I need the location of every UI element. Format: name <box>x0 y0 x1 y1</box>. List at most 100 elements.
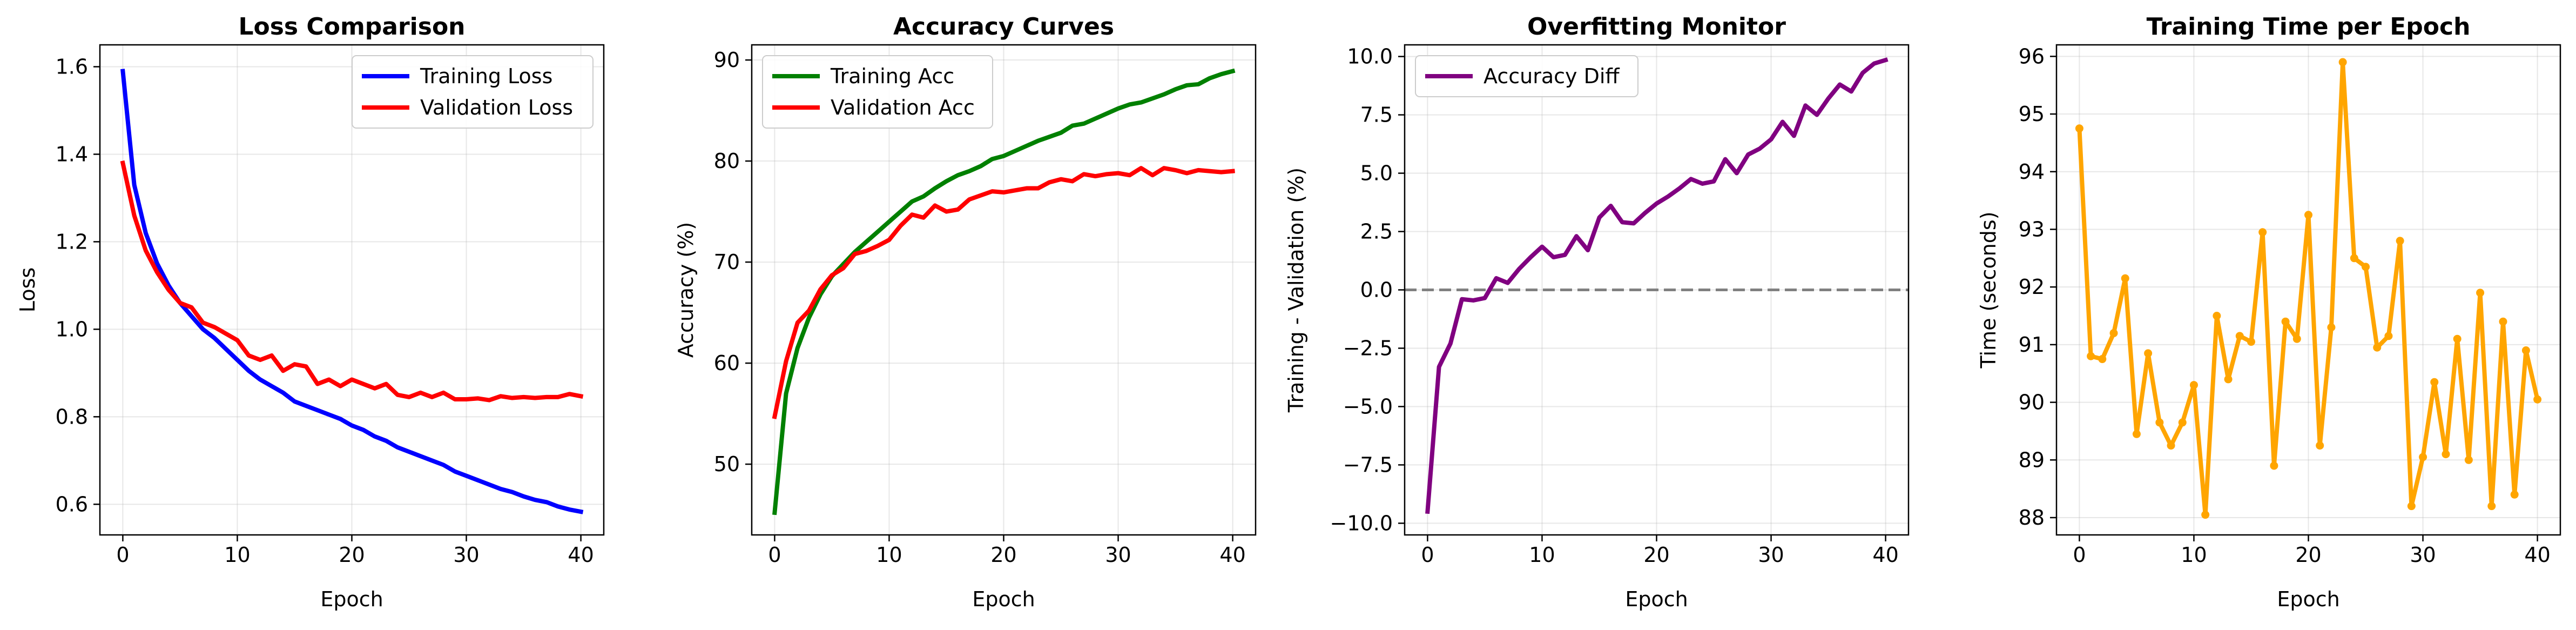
x-tick-label: 20 <box>990 543 1016 567</box>
legend-label: Accuracy Diff <box>1483 64 1620 88</box>
y-tick-label: 60 <box>714 351 740 375</box>
data-point <box>2281 317 2290 326</box>
series-line <box>120 160 584 403</box>
data-point <box>2087 352 2095 360</box>
y-tick-label: 90 <box>714 48 740 72</box>
data-point <box>2430 378 2439 386</box>
legend-box <box>762 55 993 129</box>
y-tick-label: 91 <box>2019 333 2045 357</box>
y-tick-label: −10.0 <box>1330 511 1393 535</box>
series-line <box>772 166 1235 419</box>
y-tick-label: 94 <box>2019 160 2045 184</box>
legend: Training Loss Validation Loss <box>352 55 594 129</box>
chart-title: Overfitting Monitor <box>1527 13 1786 41</box>
x-tick-label: 30 <box>1105 543 1131 567</box>
x-tick-label: 30 <box>2410 543 2436 567</box>
x-axis-label: Epoch <box>972 587 1035 611</box>
data-point <box>2270 461 2278 470</box>
x-tick-label: 40 <box>1872 543 1898 567</box>
y-tick-label: 1.4 <box>56 142 88 166</box>
data-point <box>2201 511 2210 519</box>
data-point <box>2167 441 2175 450</box>
data-point <box>2396 237 2404 245</box>
y-tick-label: 96 <box>2019 44 2045 68</box>
x-tick-label: 20 <box>2295 543 2321 567</box>
y-tick-label: −7.5 <box>1343 453 1393 477</box>
y-tick-label: 70 <box>714 250 740 274</box>
y-tick-label: 88 <box>2019 506 2045 530</box>
data-point <box>2442 450 2450 459</box>
data-point <box>2453 334 2462 343</box>
y-tick-label: 92 <box>2019 275 2045 299</box>
data-point <box>2407 502 2416 511</box>
y-axis-label: Loss <box>16 267 39 312</box>
legend-label: Training Acc <box>830 64 954 88</box>
chart-title: Loss Comparison <box>238 13 465 41</box>
data-point <box>2121 274 2129 283</box>
x-tick-label: 10 <box>1529 543 1555 567</box>
y-tick-label: 1.0 <box>56 317 88 341</box>
legend-label: Validation Loss <box>420 96 573 119</box>
data-point <box>2224 375 2233 384</box>
data-point <box>2109 329 2118 338</box>
y-tick-label: 1.2 <box>56 230 88 253</box>
x-tick-label: 10 <box>224 543 250 567</box>
data-point <box>2487 502 2496 511</box>
data-point <box>2327 323 2336 332</box>
data-point <box>2178 418 2187 427</box>
data-point <box>2258 228 2267 237</box>
data-point <box>2213 312 2221 320</box>
legend-label: Validation Acc <box>831 96 975 119</box>
x-tick-label: 40 <box>568 543 594 567</box>
data-point <box>2155 418 2164 427</box>
y-tick-label: 89 <box>2019 448 2045 472</box>
y-tick-label: 0.8 <box>56 405 88 428</box>
x-tick-label: 0 <box>1421 543 1434 567</box>
legend: Accuracy Diff <box>1415 55 1638 97</box>
x-axis-label: Epoch <box>320 587 383 611</box>
x-tick-label: 30 <box>1758 543 1784 567</box>
data-point <box>2304 211 2312 219</box>
data-point <box>2464 455 2473 464</box>
y-tick-label: −5.0 <box>1343 394 1393 418</box>
y-axis-label: Time (seconds) <box>1977 211 2000 368</box>
legend: Training Acc Validation Acc <box>762 55 993 129</box>
data-point <box>2476 289 2485 297</box>
data-point <box>2189 381 2198 390</box>
chart-panel: 0 10 20 30 40 50 60 70 80 90 Accuracy Curves Epoch A… <box>674 13 1257 611</box>
data-point <box>2384 332 2393 340</box>
data-point <box>2144 349 2153 358</box>
chart-panel: 0 10 20 30 40 0.6 0.8 1.0 1.2 1.4 1.6 Loss Comparis… <box>16 13 605 611</box>
y-axis-label: Training - Validation (%) <box>1284 167 1308 413</box>
x-tick-label: 30 <box>453 543 479 567</box>
y-tick-label: 5.0 <box>1360 162 1393 185</box>
data-point <box>2292 334 2301 343</box>
x-tick-label: 40 <box>1219 543 1245 567</box>
data-point <box>2338 58 2347 66</box>
data-point <box>2362 263 2370 271</box>
x-tick-label: 10 <box>876 543 902 567</box>
y-tick-label: 93 <box>2019 217 2045 241</box>
data-point <box>2510 490 2519 499</box>
y-tick-label: −2.5 <box>1343 336 1393 360</box>
x-tick-label: 0 <box>2073 543 2086 567</box>
legend-label: Training Loss <box>420 64 552 88</box>
data-point <box>2316 441 2324 450</box>
chart-title: Accuracy Curves <box>893 13 1114 41</box>
chart-panel: 0 10 20 30 40 −10.0 −7.5 −5.0 −2.5 0.0 2.5 5.0 7.5 10… <box>1284 13 1910 611</box>
y-tick-label: 1.6 <box>56 55 88 78</box>
y-tick-label: 0.6 <box>56 492 88 516</box>
y-tick-label: 50 <box>714 452 740 476</box>
data-point <box>2132 430 2141 438</box>
x-tick-label: 20 <box>1643 543 1669 567</box>
x-axis-label: Epoch <box>1625 587 1688 611</box>
x-tick-label: 0 <box>768 543 781 567</box>
x-tick-label: 0 <box>116 543 129 567</box>
data-point <box>2098 355 2107 364</box>
data-point <box>2419 453 2427 461</box>
series-line <box>1425 57 1889 514</box>
x-tick-label: 20 <box>339 543 365 567</box>
legend-box <box>352 55 594 129</box>
data-point <box>2533 395 2542 404</box>
y-tick-label: 7.5 <box>1360 103 1393 127</box>
